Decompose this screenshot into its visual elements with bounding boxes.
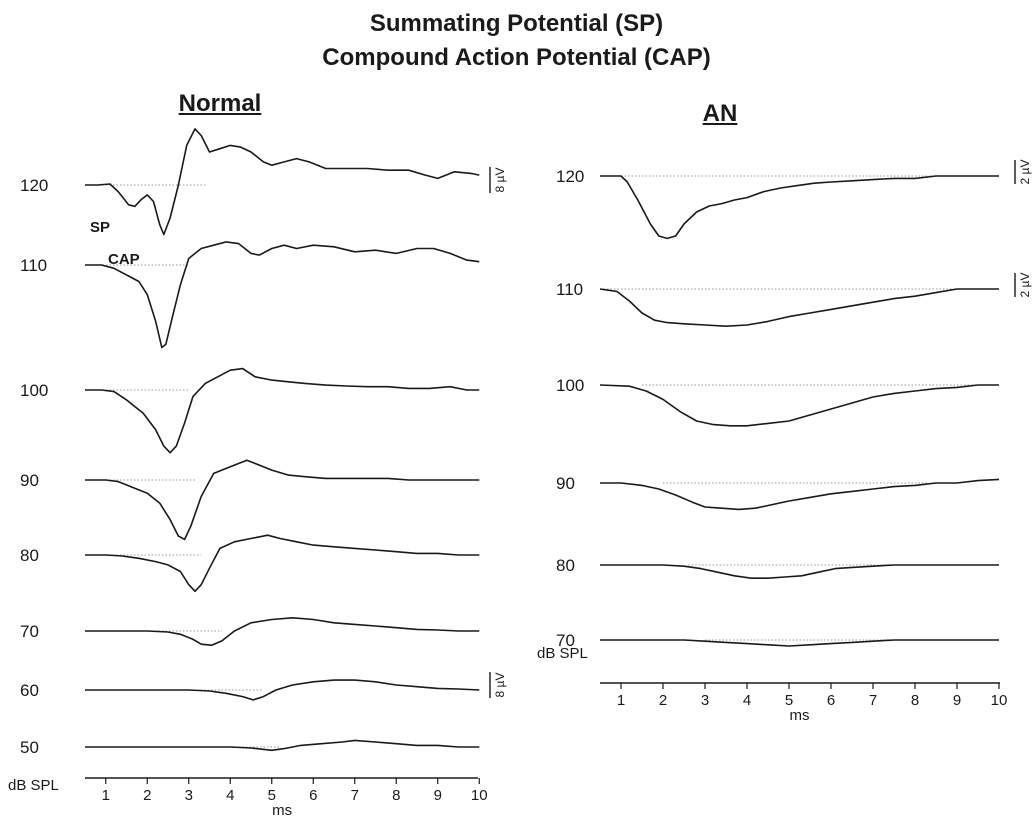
x-tick-label-an-8: 8	[911, 692, 919, 709]
x-tick-label-an-1: 1	[617, 692, 625, 709]
scale-bar-label-normal-1: 8 µV	[493, 673, 507, 698]
trace-normal-110	[85, 241, 480, 349]
chart-title-line1: Summating Potential (SP)	[369, 10, 664, 37]
level-label-normal-50: 50	[20, 738, 39, 757]
x-tick-label-normal-3: 3	[185, 787, 193, 804]
level-label-an-100: 100	[556, 376, 584, 395]
x-tick-label-an-5: 5	[785, 692, 793, 709]
panel-title-an: AN	[702, 100, 738, 127]
trace-an-100	[599, 384, 999, 427]
level-label-normal-110: 110	[20, 256, 47, 275]
x-tick-label-normal-9: 9	[434, 787, 442, 804]
level-label-normal-70: 70	[20, 622, 39, 641]
x-tick-label-normal-8: 8	[392, 787, 400, 804]
x-tick-label-an-2: 2	[659, 692, 667, 709]
x-tick-label-normal-10: 10	[471, 787, 488, 804]
x-tick-label-an-10: 10	[991, 692, 1008, 709]
x-tick-label-normal-7: 7	[351, 787, 359, 804]
level-unit-label-an: dB SPL	[537, 645, 588, 662]
level-label-normal-120: 120	[20, 176, 48, 195]
level-label-normal-60: 60	[20, 681, 39, 700]
trace-normal-50	[85, 739, 480, 752]
level-label-an-80: 80	[556, 556, 575, 575]
trace-normal-60	[85, 679, 480, 701]
scale-bar-label-an-0: 2 µV	[1018, 160, 1032, 185]
trace-an-120	[600, 175, 999, 240]
chart-title-line2: Compound Action Potential (CAP)	[322, 44, 711, 71]
panel-title-normal: Normal	[178, 90, 262, 117]
x-tick-label-normal-6: 6	[309, 787, 317, 804]
trace-normal-70	[85, 617, 480, 646]
level-label-an-90: 90	[556, 474, 575, 493]
x-axis-label-normal: ms	[272, 802, 292, 819]
trace-normal-120	[85, 128, 480, 236]
x-tick-label-normal-1: 1	[102, 787, 110, 804]
x-tick-label-an-3: 3	[701, 692, 709, 709]
level-label-an-70: 70	[556, 631, 575, 650]
trace-an-80	[600, 564, 999, 579]
trace-an-90	[600, 478, 1000, 511]
trace-an-110	[599, 288, 999, 327]
level-label-normal-90: 90	[20, 471, 39, 490]
x-tick-label-normal-5: 5	[268, 787, 276, 804]
level-label-normal-100: 100	[20, 381, 48, 400]
level-label-normal-80: 80	[20, 546, 39, 565]
x-tick-label-an-4: 4	[743, 692, 751, 709]
trace-normal-90	[85, 459, 480, 541]
scale-bar-label-normal-0: 8 µV	[493, 168, 507, 193]
annotation-sp: SP	[90, 219, 110, 236]
trace-normal-100	[85, 367, 480, 454]
level-label-an-120: 120	[556, 167, 584, 186]
x-tick-label-an-7: 7	[869, 692, 877, 709]
x-tick-label-normal-2: 2	[143, 787, 151, 804]
scale-bar-label-an-1: 2 µV	[1018, 273, 1032, 298]
annotation-cap: CAP	[108, 251, 140, 268]
x-tick-label-an-6: 6	[827, 692, 835, 709]
trace-normal-80	[85, 534, 480, 593]
level-unit-label-normal: dB SPL	[8, 777, 59, 794]
trace-an-70	[600, 639, 999, 647]
x-tick-label-normal-4: 4	[226, 787, 234, 804]
x-axis-label-an: ms	[790, 707, 810, 724]
x-tick-label-an-9: 9	[953, 692, 961, 709]
level-label-an-110: 110	[556, 280, 583, 299]
